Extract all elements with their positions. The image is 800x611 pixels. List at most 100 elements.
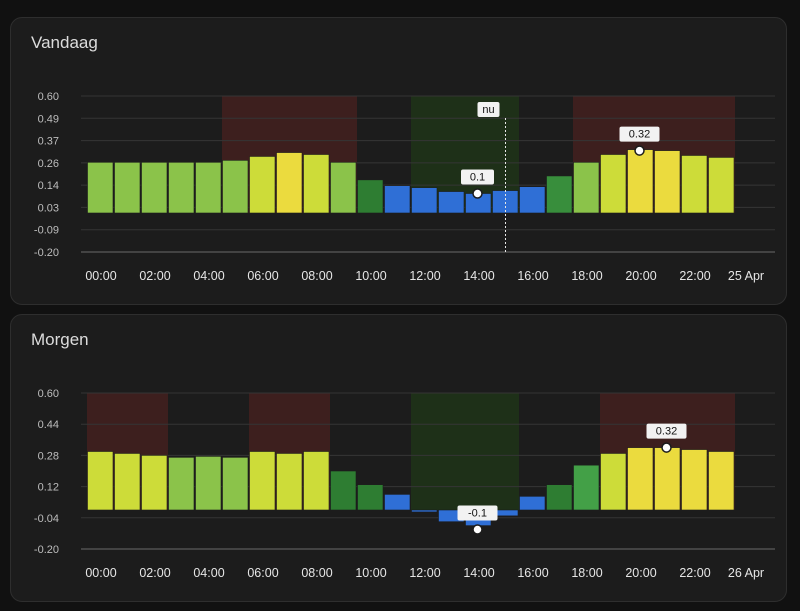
min-marker-dot — [472, 188, 483, 199]
y-tick-label: -0.20 — [34, 247, 59, 259]
x-tick-label: 12:00 — [409, 269, 440, 283]
max-marker-dot — [634, 145, 645, 156]
bar — [303, 451, 330, 511]
bar — [411, 187, 438, 214]
bar — [87, 162, 114, 214]
max-marker-label: 0.32 — [656, 426, 677, 438]
y-tick-label: -0.20 — [34, 544, 59, 556]
bar — [573, 162, 600, 214]
bar — [249, 156, 276, 214]
x-tick-label: 18:00 — [571, 566, 602, 580]
x-tick-label: 16:00 — [517, 269, 548, 283]
x-tick-label: 02:00 — [139, 566, 170, 580]
x-tick-label: 06:00 — [247, 269, 278, 283]
bar — [141, 455, 168, 511]
max-marker-label-box — [646, 423, 687, 439]
cheap-band — [411, 393, 519, 510]
y-tick-label: 0.12 — [38, 482, 59, 494]
bar — [627, 149, 654, 214]
bar — [195, 162, 222, 214]
bar — [681, 155, 708, 214]
bar — [708, 157, 735, 214]
x-tick-label: 00:00 — [85, 566, 116, 580]
x-tick-label: 10:00 — [355, 566, 386, 580]
price-chart-morgen: 0.60 0.44 0.28 0.12 -0.04 -0.20 00:00 02:00 04:0… — [34, 388, 775, 580]
now-label: nu — [482, 104, 494, 116]
min-marker-label-box — [457, 505, 498, 521]
bar — [276, 152, 303, 214]
bar — [654, 150, 681, 214]
y-tick-label: 0.26 — [38, 158, 59, 170]
y-tick-label: 0.28 — [38, 450, 59, 462]
bar — [195, 456, 222, 511]
now-label-box — [477, 102, 500, 117]
bar — [87, 451, 114, 511]
x-tick-label: 22:00 — [679, 566, 710, 580]
bar — [222, 457, 249, 511]
y-tick-label: 0.60 — [38, 388, 59, 400]
x-tick-label: 10:00 — [355, 269, 386, 283]
bar — [708, 451, 735, 511]
bar — [168, 457, 195, 511]
card-title-vandaag: Vandaag — [31, 33, 98, 52]
bar — [654, 447, 681, 511]
x-tick-label: 20:00 — [625, 566, 656, 580]
bar — [546, 175, 573, 214]
y-tick-label: 0.44 — [38, 419, 59, 431]
max-marker-dot — [661, 442, 672, 453]
bar — [438, 191, 465, 214]
bar — [573, 464, 600, 511]
min-marker-dot — [472, 524, 483, 535]
bar — [276, 453, 303, 511]
x-tick-label: 12:00 — [409, 566, 440, 580]
y-tick-label: -0.04 — [34, 513, 59, 525]
x-tick-label: 04:00 — [193, 566, 224, 580]
card-morgen: Morgen 0.60 0.44 0.28 0.12 -0.04 -0.20 00:00 02… — [10, 314, 787, 602]
x-tick-label: 08:00 — [301, 269, 332, 283]
y-tick-label: 0.49 — [38, 113, 59, 125]
max-marker-label: 0.32 — [629, 129, 650, 141]
bar — [114, 162, 141, 214]
y-tick-label: 0.14 — [38, 180, 59, 192]
bar — [546, 484, 573, 511]
bar — [330, 162, 357, 214]
x-tick-label: 20:00 — [625, 269, 656, 283]
bar — [249, 451, 276, 511]
card-vandaag: Vandaag 0.60 0.49 0.37 0.26 0.14 0.03 -0.09 -0.… — [10, 17, 787, 305]
x-tick-label: 02:00 — [139, 269, 170, 283]
max-marker-label-box — [619, 126, 660, 142]
y-tick-label: -0.09 — [34, 225, 59, 237]
x-tick-label: 16:00 — [517, 566, 548, 580]
x-tick-label: 22:00 — [679, 269, 710, 283]
expensive-band — [573, 96, 735, 213]
bar — [519, 496, 546, 511]
x-tick-label: 04:00 — [193, 269, 224, 283]
bar — [114, 453, 141, 511]
bar — [600, 154, 627, 214]
bar — [384, 185, 411, 214]
bar — [357, 484, 384, 511]
bar — [519, 186, 546, 214]
bar — [222, 160, 249, 214]
x-date-label: 26 Apr — [728, 566, 764, 580]
card-title-morgen: Morgen — [31, 330, 89, 349]
x-tick-label: 14:00 — [463, 269, 494, 283]
min-marker-label: -0.1 — [468, 508, 487, 520]
price-chart-vandaag: 0.60 0.49 0.37 0.26 0.14 0.03 -0.09 -0.20 00:00 0… — [34, 91, 775, 283]
x-tick-label: 14:00 — [463, 566, 494, 580]
bar — [141, 162, 168, 214]
bar — [627, 447, 654, 511]
bar — [681, 449, 708, 511]
x-tick-label: 08:00 — [301, 566, 332, 580]
x-tick-label: 00:00 — [85, 269, 116, 283]
y-tick-label: 0.60 — [38, 91, 59, 103]
min-marker-label: 0.1 — [470, 172, 485, 184]
bar — [330, 470, 357, 511]
bar — [411, 509, 438, 513]
y-tick-label: 0.03 — [38, 202, 59, 214]
x-date-label: 25 Apr — [728, 269, 764, 283]
bar — [600, 453, 627, 511]
y-tick-label: 0.37 — [38, 136, 59, 148]
min-marker-label-box — [461, 169, 494, 185]
bar — [168, 162, 195, 214]
